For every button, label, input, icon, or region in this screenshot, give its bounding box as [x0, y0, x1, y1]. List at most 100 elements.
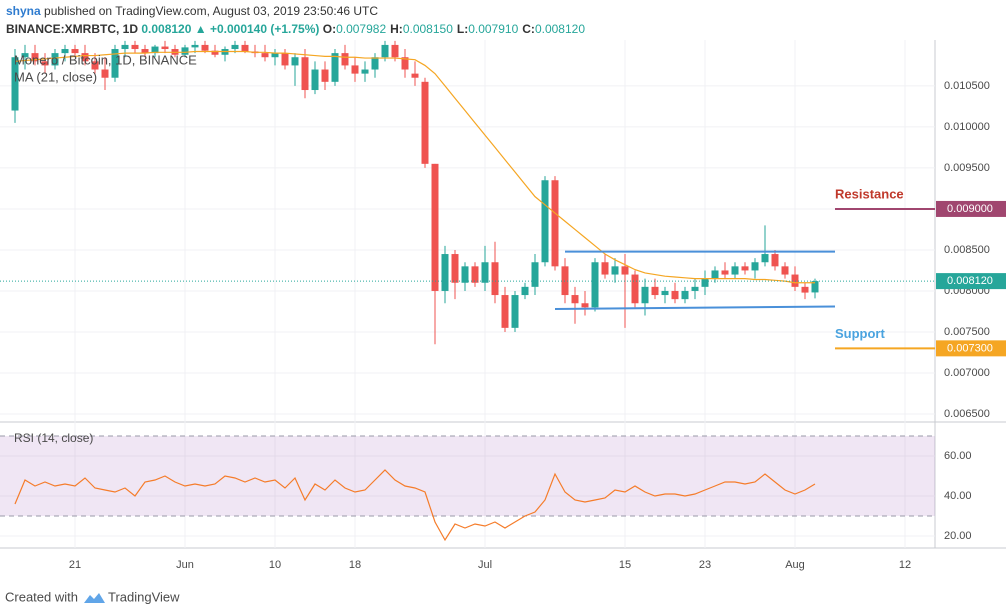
candle-body	[411, 73, 419, 78]
rsi-pane	[0, 435, 935, 542]
author: shyna	[6, 4, 41, 18]
candle-body	[51, 53, 59, 66]
candle-body	[211, 50, 219, 55]
level-text: Resistance	[835, 186, 904, 201]
candle-body	[571, 295, 579, 304]
ohlc-value: 0.008150	[402, 22, 453, 36]
candle-body	[131, 44, 139, 50]
candle-body	[581, 303, 589, 308]
x-tick-label: Jul	[478, 559, 492, 571]
level-badge	[936, 340, 1006, 357]
candle-body	[601, 262, 609, 275]
last-price-label: 0.008120	[947, 275, 993, 287]
candle-body	[71, 49, 79, 54]
candle-body	[701, 278, 709, 287]
candle-body	[541, 180, 549, 263]
candle-body	[531, 262, 539, 287]
y-tick-label: 0.009500	[944, 162, 990, 174]
candle-body	[291, 57, 299, 66]
overlay: 21 Jun 10 18 Jul 15 23 Aug 12 0.006500 0.007000 0.0…	[69, 80, 1006, 571]
rsi-tick-label: 60.00	[944, 450, 972, 462]
candle-body	[111, 49, 119, 78]
candle-body	[751, 262, 759, 271]
candle-body	[511, 295, 519, 328]
x-tick-label: 12	[899, 559, 911, 571]
candle-body	[611, 266, 619, 275]
candle-body	[771, 254, 779, 267]
candle-body	[591, 262, 599, 308]
candle-body	[121, 44, 129, 50]
trendline	[554, 305, 836, 310]
candle-body	[11, 57, 19, 111]
candle-body	[361, 69, 369, 74]
candle-body	[621, 266, 629, 275]
candle-body	[81, 53, 89, 62]
candle-body	[491, 262, 499, 296]
candle-body	[181, 47, 189, 55]
candle-body	[161, 46, 169, 50]
candle-body	[191, 44, 199, 48]
level-label: 0.009000	[947, 203, 993, 215]
candle-body	[671, 290, 679, 300]
candle-body	[151, 46, 159, 54]
rsi-tick-label: 20.00	[944, 530, 972, 542]
footer-text: Created with	[5, 589, 78, 604]
candle-body	[741, 266, 749, 271]
candle-body	[651, 286, 659, 296]
candle-body	[381, 44, 389, 58]
x-tick-label: 18	[349, 559, 361, 571]
ohlc-key: O:	[322, 22, 337, 36]
candle-body	[91, 61, 99, 70]
candle-body	[631, 274, 639, 304]
rsi-tick-label: 40.00	[944, 490, 972, 502]
candle-body	[401, 57, 409, 70]
candle-body	[141, 49, 149, 54]
candle-body	[271, 53, 279, 58]
published: published on TradingView.com, August 03,…	[44, 4, 379, 18]
candle-body	[331, 53, 339, 82]
y-tick-label: 0.007500	[944, 326, 990, 338]
symbol: BINANCE:XMRBTC, 1D	[6, 22, 138, 36]
candle-body	[721, 270, 729, 275]
candle-body	[551, 180, 559, 267]
x-tick-label: 10	[269, 559, 281, 571]
y-tick-label: 0.010500	[944, 80, 990, 92]
candle-body	[31, 53, 39, 62]
candle-body	[641, 286, 649, 304]
candle-body	[341, 53, 349, 66]
ohlc-value: 0.007910	[468, 22, 519, 36]
y-tick-label: 0.010000	[944, 121, 990, 133]
candle-body	[261, 53, 269, 58]
y-tick-label: 0.008500	[944, 244, 990, 256]
x-tick-label: 15	[619, 559, 631, 571]
ma-legend: MA (21, close)	[14, 69, 97, 84]
candle-body	[441, 254, 449, 291]
candle-body	[201, 44, 209, 51]
candle-body	[21, 53, 29, 58]
price-pane	[0, 40, 935, 345]
candle-body	[351, 65, 359, 74]
symbol-line: BINANCE:XMRBTC, 1D 0.008120 ▲ +0.000140 …	[6, 22, 589, 36]
candle-body	[521, 286, 529, 296]
candle-body	[711, 270, 719, 279]
ohlc-key: H:	[390, 22, 403, 36]
moving-average	[14, 50, 815, 284]
candle-body	[691, 286, 699, 291]
ohlc-key: L:	[456, 22, 469, 36]
level-label: 0.007300	[947, 342, 993, 354]
candle-body	[311, 69, 319, 91]
candle-body	[281, 53, 289, 66]
candle-body	[501, 295, 509, 328]
ohlc: O:0.007982 H:0.008150 L:0.007910 C:0.008120	[323, 22, 589, 36]
ohlc-value: 0.008120	[534, 22, 585, 36]
candle-body	[811, 281, 819, 293]
y-tick-label: 0.006500	[944, 408, 990, 420]
change: ▲ +0.000140 (+1.75%)	[194, 22, 320, 36]
level-badge	[936, 200, 1006, 217]
last-price-badge	[936, 273, 1006, 290]
publish-line: shyna published on TradingView.com, Augu…	[6, 4, 378, 18]
candle-body	[321, 69, 329, 82]
candle-body	[371, 57, 379, 70]
grid	[0, 40, 935, 548]
